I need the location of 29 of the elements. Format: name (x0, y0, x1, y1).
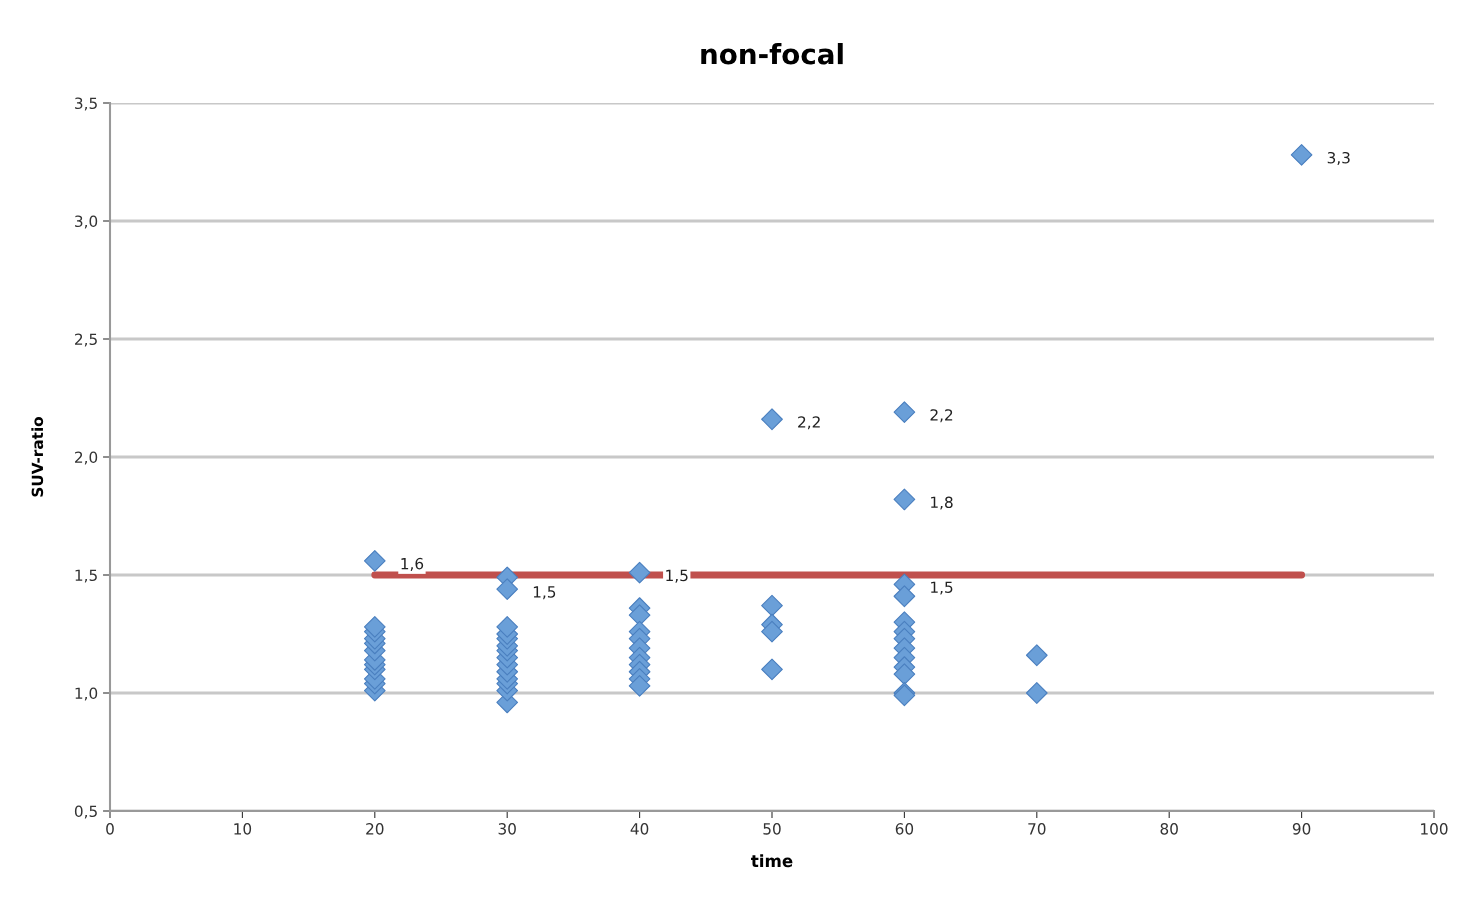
x-tick-label: 10 (234, 823, 252, 835)
annotation: 1,6 (401, 557, 424, 571)
y-tick-label: 3,0 (75, 215, 98, 229)
y-tick-label: 0,5 (74, 805, 97, 819)
x-tick-label: 0 (106, 823, 114, 835)
chart-title: non-focal (701, 43, 843, 65)
annotation: 1,5 (931, 581, 953, 595)
x-tick-label: 50 (763, 823, 781, 835)
y-tick-label: 1,5 (75, 569, 97, 583)
x-tick-label: 70 (1028, 823, 1046, 835)
y-tick-label: 3,5 (75, 97, 97, 111)
y-tick-label: 2,5 (75, 333, 97, 347)
y-tick-label: 1,0 (75, 687, 98, 701)
x-tick-label: 40 (630, 823, 649, 835)
annotation: 2,2 (930, 409, 953, 423)
annotation: 1,8 (931, 496, 953, 510)
annotation: 3,3 (1327, 151, 1350, 166)
x-tick-label: 20 (366, 823, 384, 835)
x-tick-label: 100 (1421, 823, 1448, 835)
x-axis-title: time (751, 854, 793, 868)
annotation: 2,2 (798, 416, 820, 430)
y-axis-title: SUV-ratio (31, 416, 44, 497)
annotation: 1,5 (666, 569, 688, 583)
x-tick-label: 60 (895, 823, 914, 835)
x-tick-label: 80 (1160, 823, 1178, 835)
x-tick-label: 30 (498, 823, 516, 835)
y-tick-label: 2,0 (75, 451, 98, 465)
annotation: 1,5 (533, 586, 556, 600)
x-tick-label: 90 (1292, 823, 1311, 835)
